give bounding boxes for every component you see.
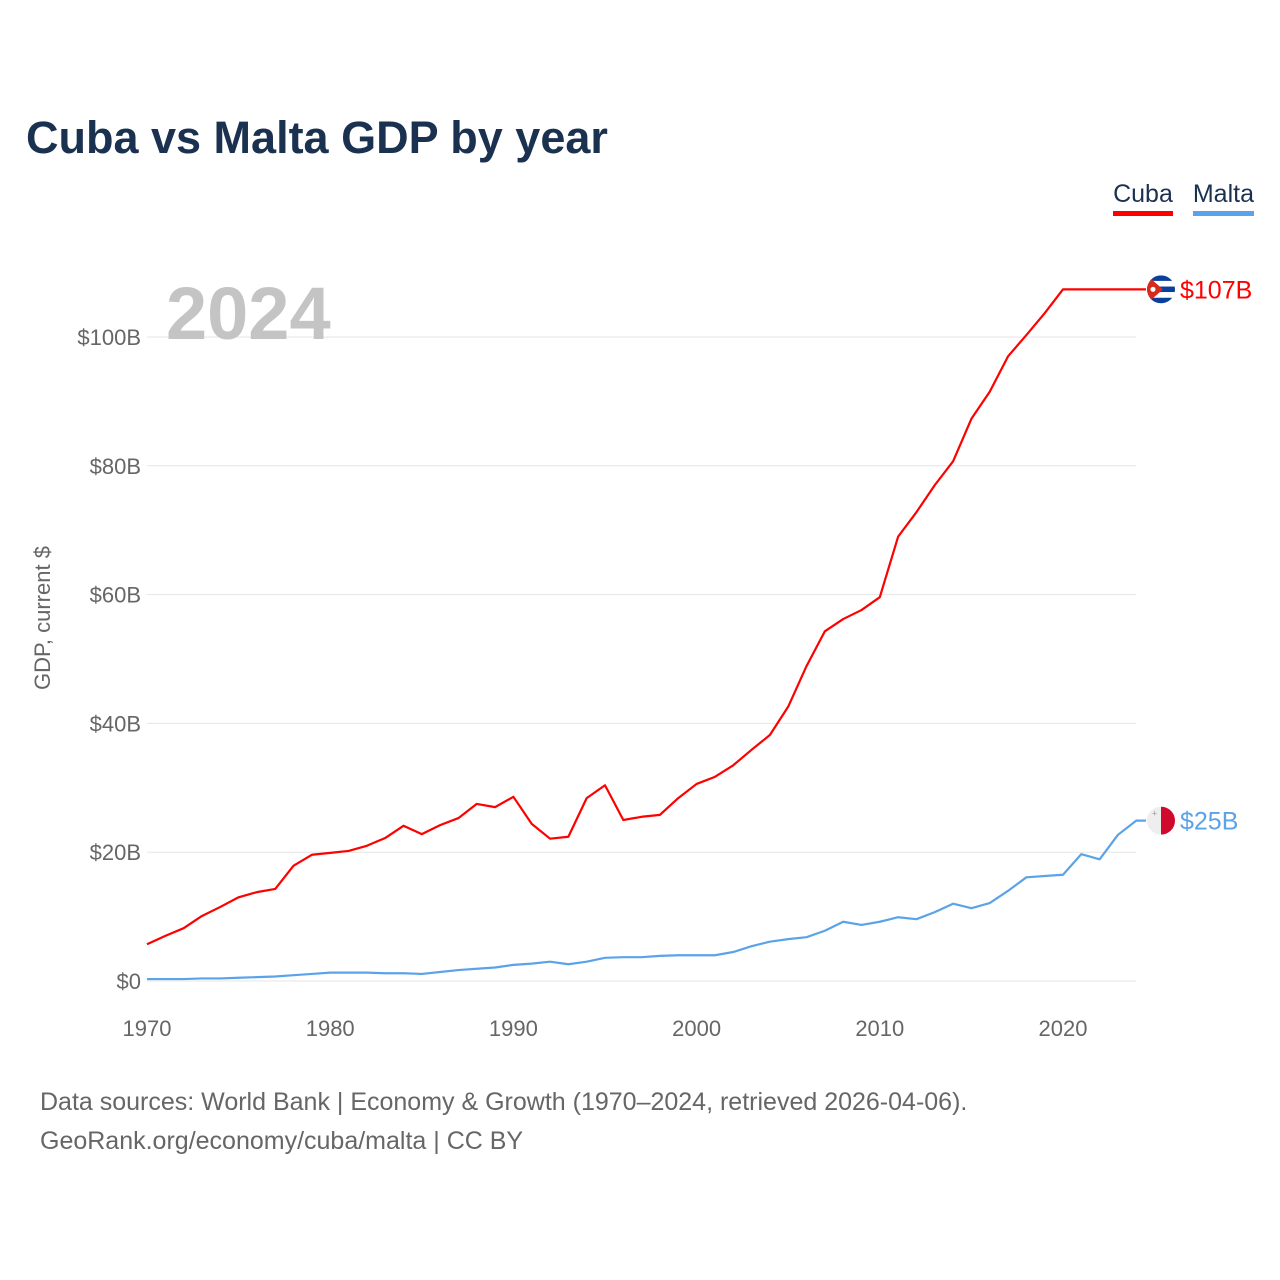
svg-text:+: + (1152, 809, 1157, 819)
x-tick-label: 2020 (1039, 1016, 1088, 1041)
legend: Cuba Malta (1113, 180, 1254, 216)
end-value-label: $25B (1180, 808, 1238, 836)
y-tick-label: $100B (77, 325, 141, 350)
malta-flag-icon: + (1147, 806, 1175, 835)
series-line-malta (147, 819, 1146, 981)
y-tick-label: $80B (90, 454, 141, 479)
legend-item-cuba[interactable]: Cuba (1113, 180, 1173, 216)
cuba-flag-icon (1147, 275, 1175, 304)
y-tick-label: $60B (90, 583, 141, 608)
x-tick-label: 1990 (489, 1016, 538, 1041)
source-note: Data sources: World Bank | Economy & Gro… (40, 1083, 967, 1161)
source-line-1: Data sources: World Bank | Economy & Gro… (40, 1088, 968, 1116)
year-watermark: 2024 (166, 272, 331, 355)
x-tick-label: 1970 (123, 1016, 172, 1041)
series-line-cuba (146, 288, 1146, 946)
y-tick-label: $40B (90, 711, 141, 736)
x-tick-label: 1980 (306, 1016, 355, 1041)
y-tick-label: $20B (90, 840, 141, 865)
y-axis-label: GDP, current $ (30, 546, 55, 690)
x-tick-label: 2000 (672, 1016, 721, 1041)
x-tick-label: 2010 (855, 1016, 904, 1041)
y-tick-label: $0 (117, 969, 141, 994)
legend-item-malta[interactable]: Malta (1192, 180, 1254, 216)
chart-title: Cuba vs Malta GDP by year (26, 112, 608, 163)
end-value-label: $107B (1180, 276, 1252, 304)
source-line-2[interactable]: GeoRank.org/economy/cuba/malta | CC BY (40, 1127, 524, 1155)
